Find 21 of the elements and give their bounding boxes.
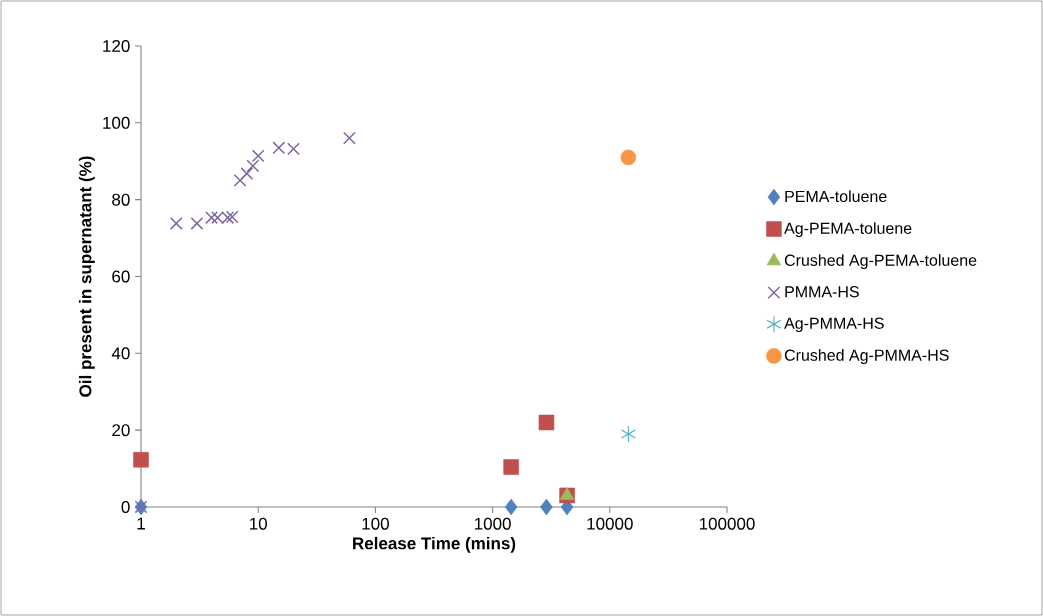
y-axis-title: Oil present in supernatant (%) bbox=[78, 156, 95, 397]
legend-label: PMMA-HS bbox=[785, 286, 859, 298]
y-tick-label: 80 bbox=[112, 193, 130, 206]
legend-label: Ag-PEMA-toluene bbox=[784, 222, 912, 238]
x-tick-label: 1000 bbox=[474, 517, 511, 530]
legend-label: Ag-PMMA-HS bbox=[784, 317, 884, 333]
x-tick-label: 10000 bbox=[587, 517, 633, 530]
x-axis-title: Release Time (mins) bbox=[353, 536, 516, 553]
y-tick-label: 120 bbox=[103, 39, 130, 53]
legend-label: Crushed Ag-PMMA-HS bbox=[784, 349, 949, 364]
y-tick-label: 100 bbox=[103, 116, 130, 129]
x-tick-label: 10 bbox=[250, 517, 267, 530]
legend-label: PEMA-toluene bbox=[785, 190, 887, 203]
y-tick-label: 0 bbox=[121, 500, 130, 514]
x-tick-label: 1 bbox=[137, 517, 145, 530]
x-tick-label: 100000 bbox=[699, 517, 755, 530]
x-tick-label: 100 bbox=[362, 517, 389, 530]
legend-label: Crushed Ag-PEMA-toluene bbox=[784, 254, 977, 270]
y-tick-label: 20 bbox=[112, 424, 130, 437]
y-tick-label: 60 bbox=[112, 270, 130, 283]
y-tick-label: 40 bbox=[111, 347, 130, 360]
